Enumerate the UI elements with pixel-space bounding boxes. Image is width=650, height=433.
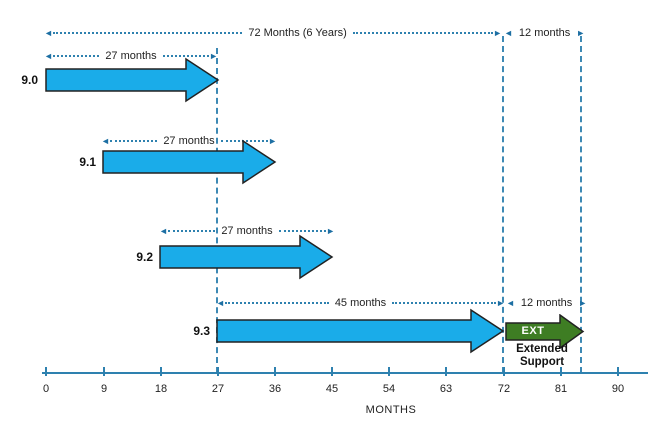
axis-tick — [274, 367, 276, 376]
dimension-arrow-right-icon: ► — [209, 51, 218, 61]
axis-tick-label: 0 — [42, 383, 50, 395]
dimension-arrow-left-icon: ◄ — [44, 28, 53, 38]
dotted-line — [392, 302, 497, 304]
axis-tick — [160, 367, 162, 376]
dimension-arrow-left-icon: ◄ — [506, 298, 515, 308]
dotted-line — [109, 140, 158, 142]
dimension-arrow-right-icon: ► — [496, 298, 505, 308]
dimension-label: 27 months — [163, 135, 215, 147]
axis-tick-label: 36 — [268, 383, 282, 395]
axis-tick-label: 63 — [439, 383, 453, 395]
dimension-label: 27 months — [105, 50, 157, 62]
version-label-9-0: 9.0 — [21, 73, 38, 87]
axis-tick-label: 9 — [100, 383, 108, 395]
axis-tick-label: 90 — [611, 383, 625, 395]
dashed-line-month-72 — [502, 36, 504, 373]
dimension-arrow-right-icon: ► — [578, 298, 588, 308]
release-arrow-9-3 — [216, 308, 505, 354]
axis-tick-label: 54 — [382, 383, 396, 395]
dimension-arrow-right-icon: ► — [268, 136, 277, 146]
ext-arrow-label: EXT — [521, 325, 545, 337]
dimension-arrow-left-icon: ◄ — [159, 226, 168, 236]
dimension-label: 12 months — [518, 27, 571, 39]
axis-tick-label: 18 — [154, 383, 168, 395]
extended-support-arrow — [505, 314, 585, 349]
extended-support-caption: Extended Support — [499, 343, 585, 369]
dimension-9-3: ◄ 45 months ► — [216, 296, 505, 310]
dimension-9-1: ◄ 27 months ► — [101, 134, 277, 148]
dimension-12-months-top: ◄ 12 months ► — [504, 26, 585, 40]
axis-tick-label: 72 — [497, 383, 511, 395]
dimension-12-months-ext: ◄ 12 months ► — [506, 296, 587, 310]
dimension-arrow-right-icon: ► — [493, 28, 502, 38]
release-arrow-9-0 — [45, 57, 220, 103]
axis-tick — [217, 367, 219, 376]
release-arrow-9-1 — [102, 139, 277, 185]
dimension-label: 27 months — [221, 225, 273, 237]
dotted-line — [220, 140, 269, 142]
dotted-line — [224, 302, 329, 304]
dimension-arrow-right-icon: ► — [576, 28, 586, 38]
dimension-label: 72 Months (6 Years) — [248, 27, 347, 39]
dimension-arrow-left-icon: ◄ — [504, 28, 513, 38]
dashed-line-month-84 — [580, 36, 582, 373]
axis-tick — [617, 367, 619, 376]
dimension-9-0: ◄ 27 months ► — [44, 49, 218, 63]
axis-tick-label: 45 — [325, 383, 339, 395]
version-label-9-3: 9.3 — [193, 324, 210, 338]
axis-tick — [388, 367, 390, 376]
dimension-label: 45 months — [334, 297, 387, 309]
dotted-line — [52, 32, 243, 34]
dimension-72-months: ◄ 72 Months (6 Years) ► — [44, 26, 502, 40]
axis-tick — [103, 367, 105, 376]
dashed-line-month-27 — [216, 48, 218, 373]
axis-tick-label: 27 — [211, 383, 225, 395]
axis-tick — [560, 367, 562, 376]
axis-tick — [503, 367, 505, 376]
dotted-line — [167, 230, 216, 232]
axis-title: MONTHS — [365, 404, 417, 416]
axis-line — [42, 372, 648, 374]
dotted-line — [52, 55, 100, 57]
axis-tick-label: 81 — [554, 383, 568, 395]
caption-line-1: Extended — [516, 343, 568, 355]
dimension-arrow-right-icon: ► — [326, 226, 335, 236]
version-label-9-1: 9.1 — [79, 155, 96, 169]
axis-tick — [45, 367, 47, 376]
dimension-arrow-left-icon: ◄ — [44, 51, 53, 61]
dimension-9-2: ◄ 27 months ► — [159, 224, 335, 238]
version-label-9-2: 9.2 — [136, 250, 153, 264]
dimension-arrow-left-icon: ◄ — [216, 298, 225, 308]
dotted-line — [162, 55, 210, 57]
axis-tick — [331, 367, 333, 376]
dotted-line — [352, 32, 494, 34]
axis-tick — [445, 367, 447, 376]
dimension-label: 12 months — [520, 297, 573, 309]
dotted-line — [278, 230, 327, 232]
release-arrow-9-2 — [159, 234, 334, 280]
caption-line-2: Support — [519, 356, 565, 368]
dimension-arrow-left-icon: ◄ — [101, 136, 110, 146]
